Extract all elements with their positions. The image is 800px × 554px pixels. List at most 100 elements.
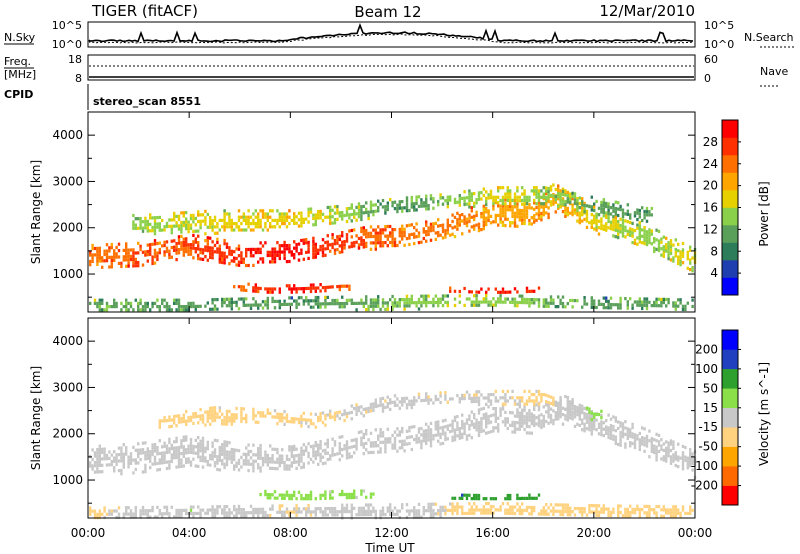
scatter-cell: [667, 241, 670, 245]
scatter-cell: [468, 508, 471, 512]
scatter-cell: [487, 218, 490, 223]
scatter-cell: [689, 268, 692, 272]
scatter-cell: [458, 400, 461, 404]
scatter-cell: [554, 403, 557, 407]
scatter-cell: [139, 451, 142, 455]
scatter-cell: [206, 410, 209, 414]
scatter-cell: [233, 300, 236, 304]
scatter-cell: [297, 287, 301, 291]
scatter-cell: [569, 413, 572, 417]
scatter-cell: [307, 461, 310, 465]
scatter-cell: [405, 429, 409, 433]
scatter-cell: [329, 412, 332, 416]
colorbar-tick-label: -100: [691, 459, 718, 473]
scatter-cell: [509, 300, 512, 304]
scatter-cell: [141, 441, 145, 445]
scatter-cell: [96, 470, 99, 474]
scatter-cell: [590, 222, 593, 226]
scatter-cell: [475, 390, 478, 394]
scatter-cell: [528, 203, 531, 207]
scatter-cell: [602, 504, 605, 508]
scatter-cell: [218, 244, 221, 248]
scatter-cell: [317, 419, 320, 423]
scatter-cell: [605, 201, 608, 205]
scatter-cell: [585, 406, 589, 410]
scatter-cell: [617, 223, 620, 227]
scatter-cell: [365, 301, 368, 305]
scatter-cell: [633, 439, 637, 443]
scatter-cell: [583, 426, 586, 430]
scatter-cell: [259, 466, 262, 470]
scatter-cell: [93, 253, 97, 257]
scatter-cell: [144, 457, 147, 461]
scatter-cell: [173, 515, 176, 519]
scatter-cell: [396, 210, 399, 214]
scatter-cell: [266, 457, 269, 461]
scatter-cell: [252, 212, 255, 216]
scatter-cell: [511, 297, 514, 301]
scatter-cell: [132, 254, 135, 258]
scatter-cell: [468, 192, 471, 196]
scatter-cell: [343, 243, 346, 247]
scatter-cell: [441, 226, 445, 230]
scatter-cell: [518, 215, 521, 219]
scatter-cell: [235, 413, 238, 417]
scatter-cell: [242, 303, 245, 307]
scatter-cell: [127, 512, 130, 516]
scatter-cell: [636, 236, 639, 240]
scatter-cell: [153, 515, 157, 519]
scatter-cell: [487, 209, 490, 213]
scatter-cell: [485, 425, 488, 429]
scatter-cell: [425, 429, 428, 433]
scatter-cell: [487, 287, 490, 291]
scatter-cell: [209, 249, 212, 253]
scatter-cell: [374, 512, 377, 517]
scatter-cell: [645, 230, 649, 234]
scatter-cell: [254, 511, 257, 515]
scatter-cell: [141, 470, 145, 474]
scatter-cell: [329, 416, 332, 420]
scatter-cell: [643, 232, 646, 236]
scatter-cell: [252, 443, 255, 447]
scatter-cell: [533, 505, 536, 510]
scatter-cell: [223, 301, 226, 305]
scatter-cell: [177, 465, 181, 469]
scatter-cell: [446, 304, 449, 308]
scatter-cell: [252, 247, 255, 251]
scatter-cell: [569, 409, 572, 413]
scatter-cell: [295, 299, 298, 303]
scatter-cell: [621, 428, 625, 432]
scatter-cell: [497, 189, 500, 193]
scatter-cell: [513, 414, 517, 418]
scatter-cell: [485, 501, 488, 506]
scatter-cell: [655, 451, 658, 456]
scatter-cell: [134, 461, 137, 465]
scatter-cell: [552, 506, 555, 510]
scatter-cell: [259, 493, 262, 497]
scatter-cell: [461, 232, 464, 236]
scatter-cell: [686, 466, 689, 470]
scatter-cell: [650, 440, 653, 444]
scatter-cell: [564, 503, 567, 507]
scatter-cell: [477, 225, 481, 229]
scatter-cell: [509, 423, 512, 427]
scatter-cell: [583, 510, 586, 514]
scatter-cell: [605, 296, 608, 300]
scatter-cell: [429, 505, 433, 510]
scatter-cell: [566, 418, 569, 422]
scatter-cell: [391, 443, 394, 447]
scatter-cell: [499, 407, 502, 411]
scatter-cell: [525, 415, 529, 419]
scatter-cell: [372, 234, 375, 239]
scatter-cell: [386, 307, 389, 311]
scatter-cell: [499, 508, 502, 512]
scatter-cell: [89, 464, 92, 468]
scatter-cell: [475, 198, 478, 202]
scatter-cell: [461, 493, 464, 497]
scatter-cell: [175, 242, 178, 246]
scatter-cell: [504, 192, 507, 196]
scatter-cell: [655, 455, 658, 459]
scatter-cell: [612, 206, 615, 210]
scatter-cell: [233, 416, 236, 420]
scatter-cell: [209, 406, 212, 410]
